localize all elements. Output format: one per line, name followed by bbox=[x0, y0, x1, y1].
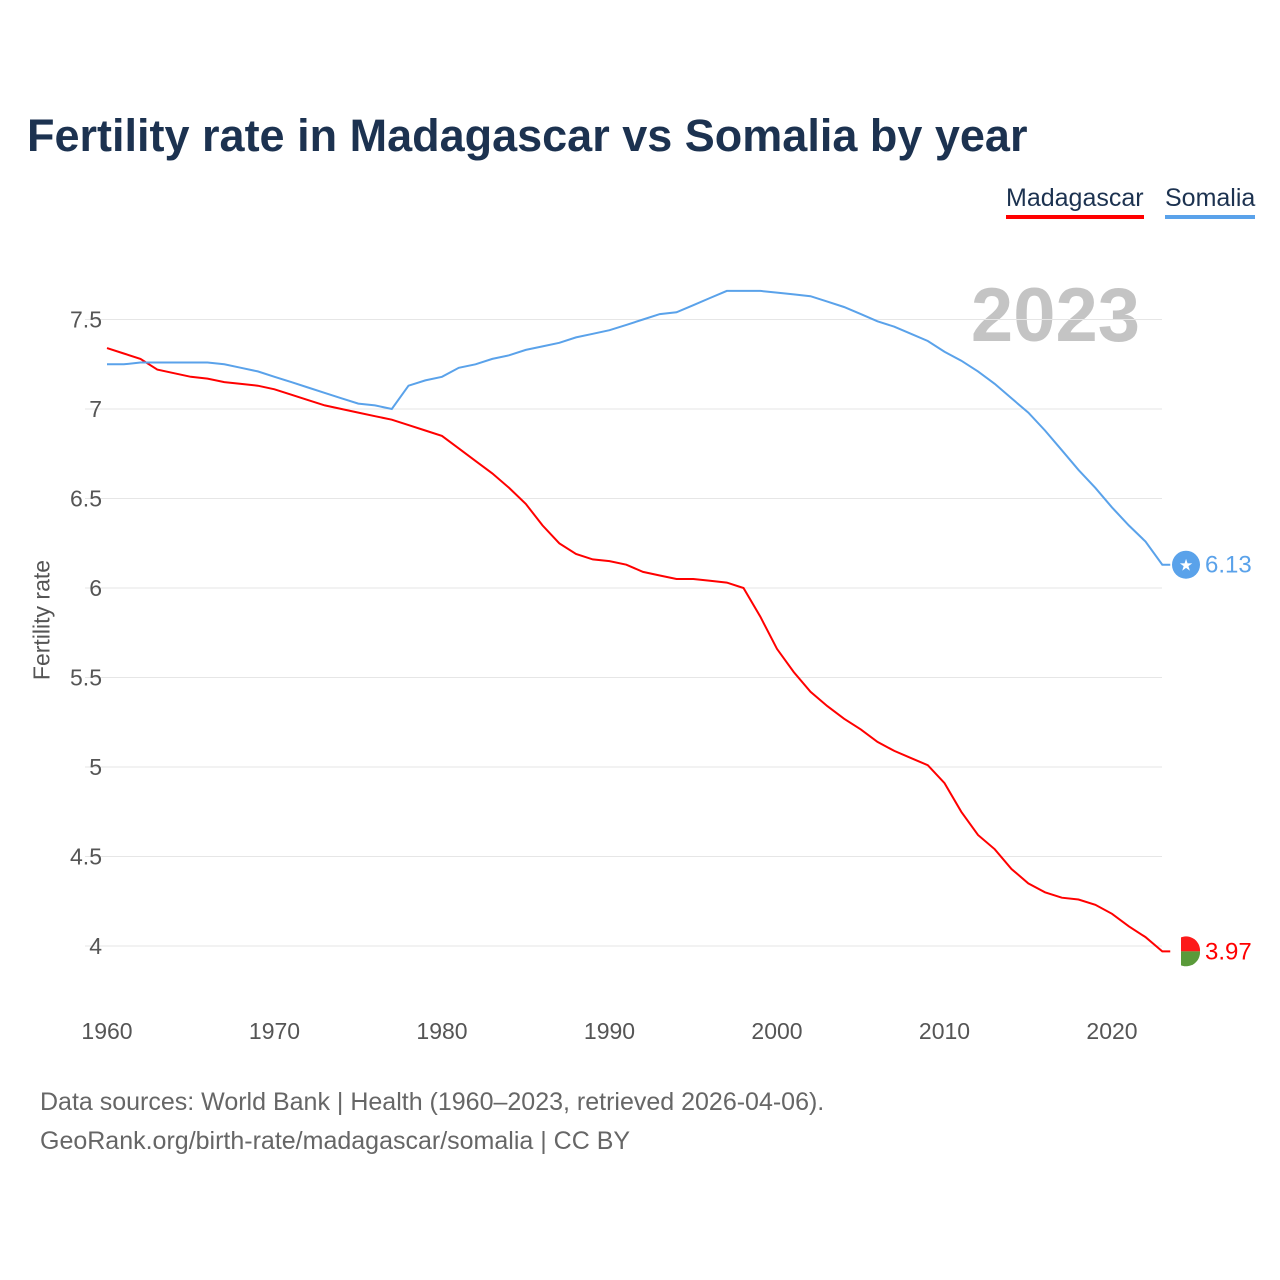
end-value-label: 3.97 bbox=[1205, 938, 1252, 965]
legend-somalia[interactable]: Somalia bbox=[1165, 184, 1256, 219]
y-tick-label: 4.5 bbox=[70, 844, 102, 870]
end-value-label: 6.13 bbox=[1205, 552, 1252, 579]
y-tick-label: 4 bbox=[89, 933, 102, 959]
x-tick-label: 2010 bbox=[919, 1018, 970, 1044]
y-tick-label: 6.5 bbox=[70, 486, 102, 512]
y-tick-label: 7 bbox=[89, 396, 102, 422]
footer-link[interactable]: GeoRank.org/birth-rate/madagascar/somali… bbox=[40, 1127, 631, 1155]
y-tick-label: 6 bbox=[89, 575, 102, 601]
y-tick-label: 5.5 bbox=[70, 665, 102, 691]
series-line-madagascar bbox=[106, 347, 1171, 953]
x-tick-label: 1970 bbox=[249, 1018, 300, 1044]
flag-green-part bbox=[1181, 951, 1201, 967]
flag-red-part bbox=[1181, 936, 1201, 952]
year-label: 2023 bbox=[970, 273, 1140, 358]
legend-madagascar[interactable]: Madagascar bbox=[1006, 184, 1144, 219]
somalia-flag-icon bbox=[1172, 550, 1200, 579]
x-tick-label: 1960 bbox=[81, 1018, 132, 1044]
x-tick-label: 2000 bbox=[751, 1018, 802, 1044]
footer-source: Data sources: World Bank | Health (1960–… bbox=[40, 1088, 825, 1116]
y-tick-label: 5 bbox=[89, 754, 102, 780]
x-tick-label: 1980 bbox=[416, 1018, 467, 1044]
x-tick-label: 1990 bbox=[584, 1018, 635, 1044]
chart-title: Fertility rate in Madagascar vs Somalia … bbox=[27, 110, 1028, 161]
flag-star: ★ bbox=[1179, 558, 1193, 575]
series-line-somalia bbox=[107, 289, 1171, 566]
y-tick-label: 7.5 bbox=[70, 307, 102, 333]
x-tick-label: 2020 bbox=[1086, 1018, 1137, 1044]
